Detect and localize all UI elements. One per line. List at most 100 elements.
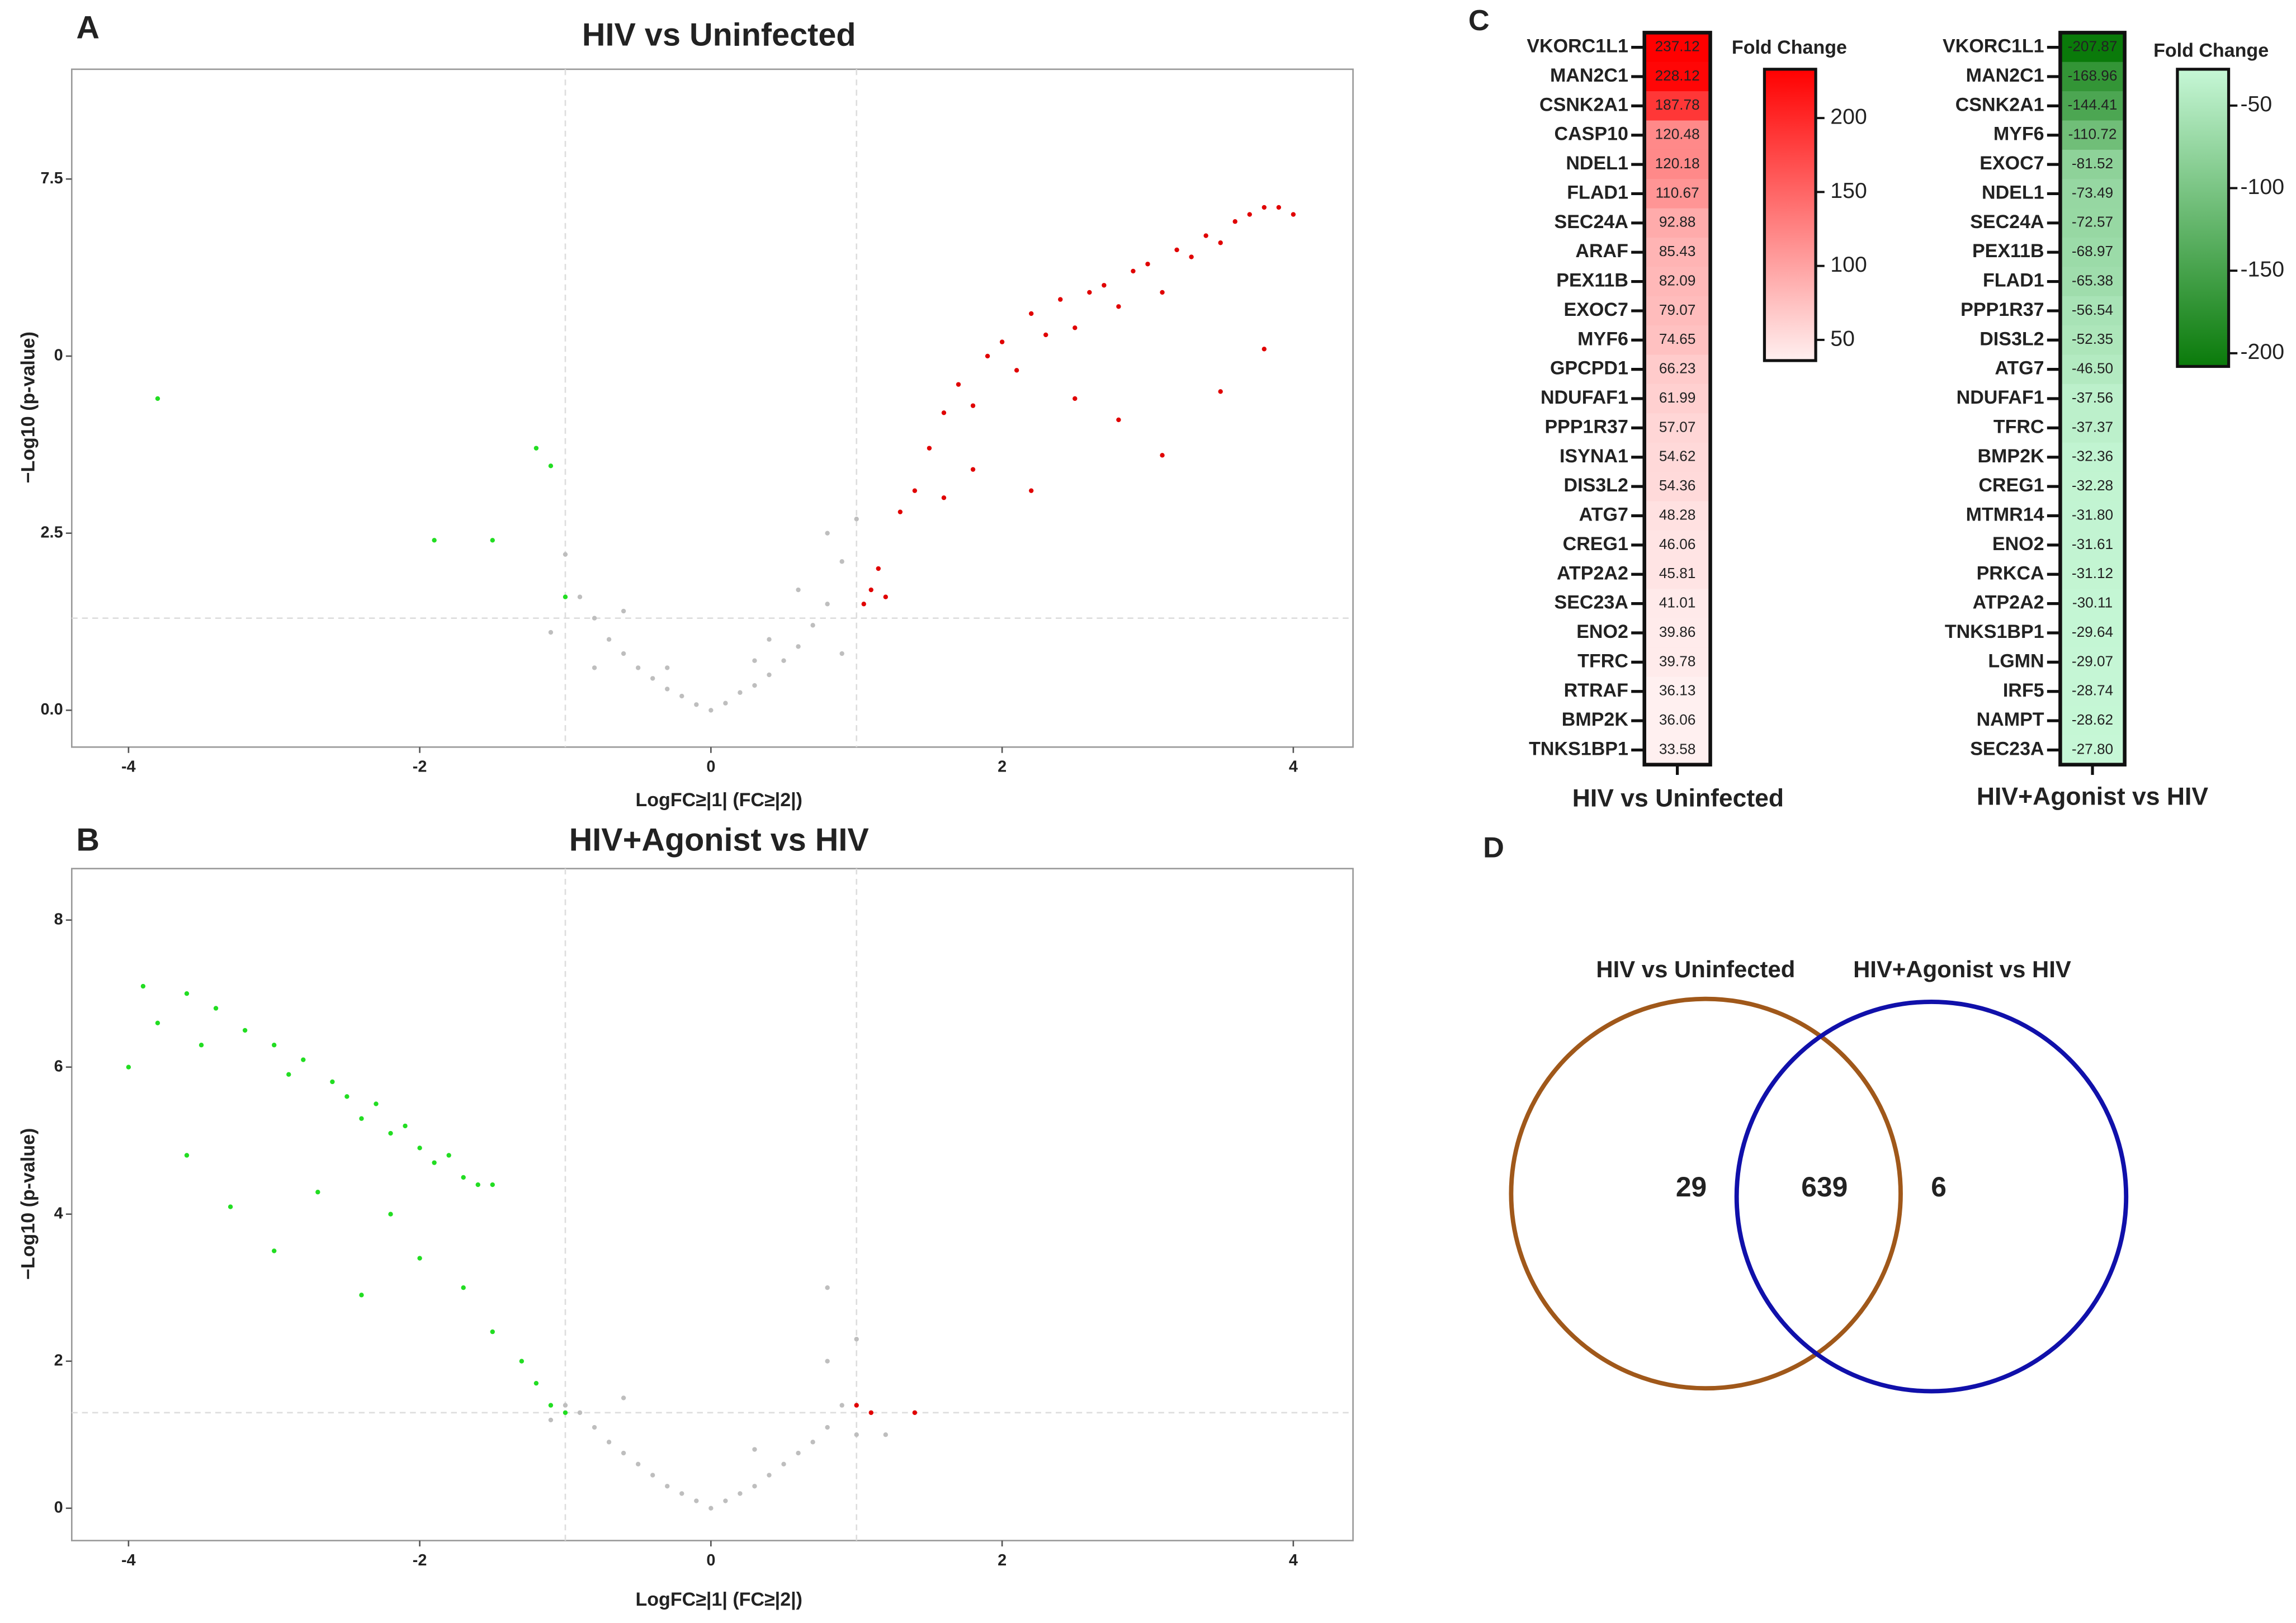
cell-label: -28.62	[2072, 711, 2113, 728]
point	[883, 1432, 888, 1437]
venn-count: 29	[1676, 1171, 1707, 1203]
venn-count: 6	[1931, 1171, 1947, 1203]
point	[1116, 417, 1121, 423]
point	[199, 1043, 204, 1048]
point	[315, 1190, 320, 1195]
point	[1160, 453, 1165, 458]
point	[184, 991, 190, 996]
point	[563, 1410, 568, 1415]
y-tick-label: 8	[54, 910, 63, 928]
cell-label: -56.54	[2072, 301, 2113, 318]
y-tick-label: 0	[54, 1498, 63, 1516]
heatmap-cell	[2060, 618, 2125, 648]
point	[272, 1043, 277, 1048]
heatmap-cell	[1644, 238, 1711, 268]
point	[839, 559, 844, 564]
point	[1058, 297, 1063, 302]
row-label: NDUFAF1	[1541, 387, 1628, 408]
point	[155, 1020, 160, 1025]
point	[941, 410, 947, 415]
colorbar-title: Fold Change	[2153, 40, 2269, 61]
heatmap-cell	[2060, 179, 2125, 209]
panel-letter: A	[76, 10, 100, 45]
cell-label: 120.48	[1655, 126, 1700, 143]
colorbar-tick-label: 50	[1830, 326, 1855, 351]
point	[883, 594, 888, 599]
cell-label: 120.18	[1655, 155, 1700, 172]
colorbar-tick-label: -200	[2240, 339, 2284, 364]
point	[548, 463, 554, 469]
point	[825, 602, 830, 607]
point	[970, 403, 976, 408]
heatmap-cell	[2060, 149, 2125, 180]
point	[1232, 219, 1237, 224]
row-label: MAN2C1	[1550, 65, 1628, 86]
heatmap-cell	[2060, 471, 2125, 502]
heatmap-cell	[2060, 501, 2125, 531]
heatmap-cell	[1644, 354, 1711, 385]
row-label: CREG1	[1978, 475, 2044, 496]
point	[810, 1440, 815, 1445]
row-label: CASP10	[1555, 124, 1628, 145]
point	[897, 509, 903, 514]
cell-label: -37.37	[2072, 418, 2113, 435]
row-label: TFRC	[1577, 650, 1628, 671]
heatmap-cell	[1644, 179, 1711, 209]
point	[1218, 389, 1223, 394]
y-tick-label: 6	[54, 1057, 63, 1075]
x-axis-title: HIV vs Uninfected	[1572, 784, 1784, 812]
point	[876, 566, 881, 571]
heatmap-cell	[1644, 589, 1711, 619]
point	[767, 637, 772, 642]
heatmap-cell	[2060, 32, 2125, 63]
point	[1087, 290, 1092, 295]
row-label: CSNK2A1	[1955, 94, 2044, 115]
point	[868, 587, 873, 593]
point	[708, 708, 714, 713]
point	[1116, 304, 1121, 309]
heatmap-cell	[1644, 325, 1711, 356]
heatmap-cell	[1644, 296, 1711, 326]
row-label: DIS3L2	[1564, 475, 1628, 496]
cell-label: 228.12	[1655, 67, 1700, 84]
point	[650, 1473, 655, 1478]
x-axis-title: LogFC≥|1| (FC≥|2|)	[635, 789, 802, 811]
point	[781, 1461, 786, 1466]
row-label: TNKS1BP1	[1529, 739, 1628, 760]
point	[1028, 311, 1034, 316]
point	[446, 1153, 451, 1158]
point	[592, 665, 597, 670]
point	[825, 1359, 830, 1364]
point	[490, 1182, 495, 1187]
heatmap-cell	[2060, 91, 2125, 121]
point	[388, 1212, 393, 1217]
cell-label: -207.87	[2068, 38, 2118, 55]
point	[839, 651, 844, 656]
point	[1073, 325, 1078, 330]
point	[752, 1447, 757, 1452]
point	[985, 353, 990, 359]
cell-label: -65.38	[2072, 272, 2113, 288]
cell-label: 79.07	[1659, 301, 1696, 318]
point	[825, 1285, 830, 1290]
row-label: PEX11B	[1556, 270, 1628, 291]
chart-title: HIV+Agonist vs HIV	[569, 822, 870, 858]
cell-label: -29.64	[2072, 623, 2113, 640]
row-label: DIS3L2	[1980, 328, 2044, 349]
colorbar-title: Fold Change	[1732, 37, 1847, 58]
heatmap-cell	[2060, 384, 2125, 414]
point	[723, 701, 728, 706]
venn-circle	[1509, 996, 1903, 1391]
point	[767, 672, 772, 678]
heatmap-cell	[2060, 589, 2125, 619]
point	[825, 1425, 830, 1430]
point	[374, 1101, 379, 1106]
row-label: CSNK2A1	[1539, 94, 1628, 115]
point	[563, 594, 568, 599]
point	[752, 658, 757, 663]
cell-label: -81.52	[2072, 155, 2113, 172]
x-tick-label: -4	[121, 1551, 136, 1569]
row-label: NAMPT	[1977, 709, 2044, 730]
point	[854, 1403, 859, 1408]
